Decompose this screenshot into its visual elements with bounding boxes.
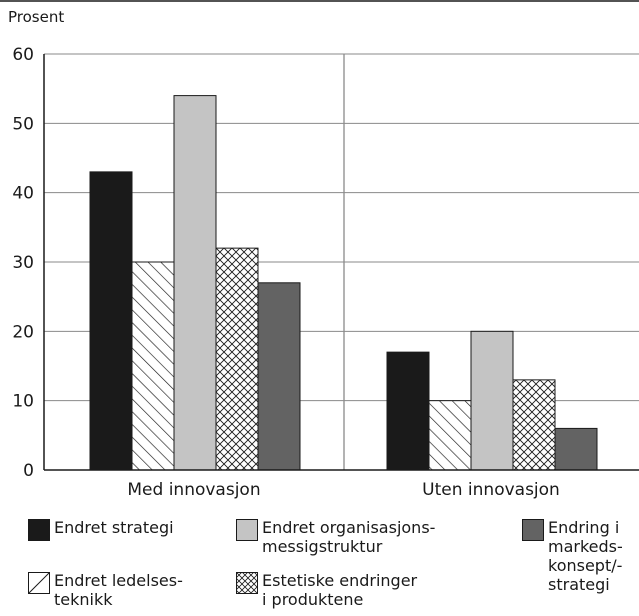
bar-chart: Prosent 0 10 20 30 40 50 60 Med innovasjon Uten… [0,0,639,500]
legend-item-4: Estetiske endringer i produktene [236,571,417,609]
legend-label-1: Endret strategi [54,518,174,537]
legend-label-4: Estetiske endringer i produktene [262,571,418,609]
y-tick-label-40: 40 [12,184,34,204]
legend-swatch-3 [236,518,262,545]
bar-uten-series-3 [470,330,514,471]
legend-swatch-1 [28,518,54,545]
legend-swatch-2 [28,571,54,598]
y-tick-label-50: 50 [12,114,34,134]
bar-uten-series-5 [554,427,598,471]
y-tick-label-60: 60 [12,45,34,65]
y-tick-label-20: 20 [12,322,34,342]
y-axis-label: Prosent [8,8,64,26]
legend-swatch-4 [236,571,262,598]
legend-label-5: Endring i markeds- konsept/- strategi [548,518,623,594]
y-tick-label-0: 0 [23,461,34,481]
legend-item-1: Endret strategi [28,518,174,545]
bar-uten-series-2 [428,400,472,471]
legend-item-5: Endring i markeds- konsept/- strategi [522,518,623,594]
bar-uten-series-4 [512,379,556,471]
legend-swatch-5 [522,518,548,545]
legend-item-2: Endret ledelses- teknikk [28,571,183,609]
bar-med-series-5 [257,282,301,471]
legend-label-3: Endret organisasjons- messigstruktur [262,518,436,556]
category-label-1: Med innovasjon [127,480,260,500]
category-label-2: Uten innovasjon [422,480,560,500]
y-tick-label-10: 10 [12,392,34,412]
bar-med-series-4 [215,247,259,471]
legend-label-2: Endret ledelses- teknikk [54,571,183,609]
y-tick-label-30: 30 [12,253,34,273]
legend-item-3: Endret organisasjons- messigstruktur [236,518,435,556]
